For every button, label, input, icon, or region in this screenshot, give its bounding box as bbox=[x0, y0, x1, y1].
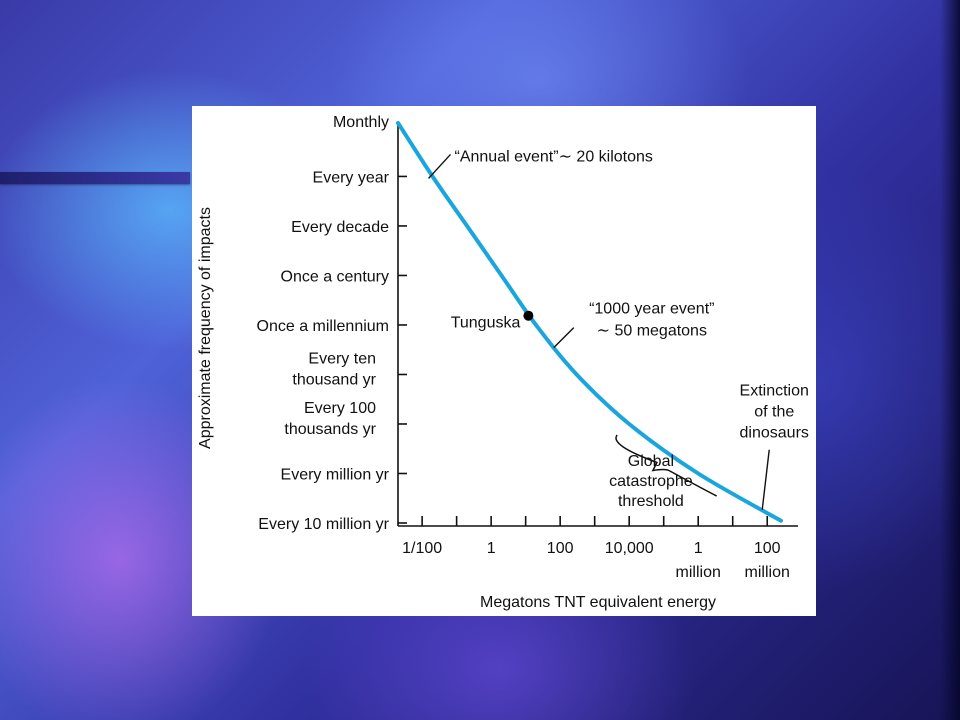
x-tick-label: 100 million bbox=[745, 540, 790, 581]
y-tick-label-line: Every 100 bbox=[304, 400, 376, 417]
y-tick-label: Every year bbox=[313, 169, 390, 186]
y-tick-label-line: Once a millennium bbox=[257, 318, 390, 335]
x-tick-label: 10,000 bbox=[605, 540, 654, 557]
y-tick-label-line: Every 10 million yr bbox=[258, 516, 389, 533]
series-layer bbox=[396, 121, 783, 523]
y-tick-label: Every decade bbox=[291, 219, 389, 236]
tunguska-label: Tunguska bbox=[451, 315, 521, 332]
y-axis-label: Approximate frequency of impacts bbox=[197, 207, 214, 449]
x-tick-label-line: million bbox=[676, 564, 721, 581]
chart-panel: Monthly Every year Every decade Once a cent… bbox=[192, 106, 816, 616]
threshold-label: Global catastrophe threshold bbox=[609, 453, 693, 510]
y-tick-label-line: Every million yr bbox=[281, 466, 390, 483]
x-tick-label-line: 10,000 bbox=[605, 540, 654, 557]
y-tick-label: Every million yr bbox=[281, 466, 390, 483]
tunguska-label-line: Tunguska bbox=[451, 315, 521, 332]
thousand-year-leader bbox=[553, 327, 575, 349]
y-tick-label-line: Monthly bbox=[333, 114, 389, 131]
y-tick-label-line: Once a century bbox=[281, 268, 390, 285]
x-tick-label-line: million bbox=[745, 564, 790, 581]
x-tick-label-line: 1 bbox=[487, 540, 496, 557]
y-tick-label-line: Every year bbox=[313, 169, 390, 186]
y-tick-label-line: Every ten bbox=[308, 350, 376, 367]
threshold-label-line: catastrophe bbox=[609, 473, 693, 490]
impact-frequency-chart: Monthly Every year Every decade Once a cent… bbox=[197, 114, 809, 611]
y-tick-label: Once a millennium bbox=[257, 318, 390, 335]
tunguska-marker bbox=[523, 310, 534, 321]
threshold-label-line: Global bbox=[628, 453, 674, 470]
extinction-label: Extinction of the dinosaurs bbox=[740, 383, 809, 442]
x-tick-label: 1/100 bbox=[402, 540, 442, 557]
thousand-year-label: “1000 year event” ∼ 50 megatons bbox=[589, 301, 714, 340]
threshold-brace bbox=[615, 434, 718, 497]
y-tick-label-line: Every decade bbox=[291, 219, 389, 236]
annotation-layer: “Annual event”∼ 20 kilotons Tunguska “1000… bbox=[427, 148, 809, 510]
annual-event-label-line: “Annual event”∼ 20 kilotons bbox=[455, 148, 653, 165]
x-tick-label-line: 1 bbox=[694, 540, 703, 557]
x-tick-label: 100 bbox=[547, 540, 574, 557]
y-tick-label: Monthly bbox=[333, 114, 389, 131]
extinction-label-line: Extinction bbox=[740, 383, 809, 400]
extinction-label-line: dinosaurs bbox=[740, 425, 809, 442]
impact-frequency-curve bbox=[396, 121, 783, 523]
annual-event-label: “Annual event”∼ 20 kilotons bbox=[455, 148, 653, 165]
x-tick-label-line: 100 bbox=[754, 540, 781, 557]
annual-event-leader bbox=[427, 153, 452, 179]
x-tick-label-line: 100 bbox=[547, 540, 574, 557]
extinction-leader bbox=[761, 449, 770, 510]
title-accent-bar bbox=[0, 172, 190, 184]
y-axis-ticks: Monthly Every year Every decade Once a cent… bbox=[257, 114, 407, 533]
y-tick-label: Every ten thousand yr bbox=[292, 350, 376, 388]
y-tick-label-line: thousands yr bbox=[284, 421, 376, 438]
threshold-label-line: threshold bbox=[618, 493, 684, 510]
x-tick-label: 1 bbox=[487, 540, 496, 557]
y-tick-label: Once a century bbox=[281, 268, 390, 285]
y-tick-label: Every 100 thousands yr bbox=[284, 400, 376, 438]
thousand-year-label-line: ∼ 50 megatons bbox=[597, 323, 707, 340]
x-tick-label: 1 million bbox=[676, 540, 721, 581]
thousand-year-label-line: “1000 year event” bbox=[589, 301, 714, 318]
right-edge-shade bbox=[940, 0, 960, 720]
y-tick-label: Every 10 million yr bbox=[258, 516, 389, 533]
extinction-label-line: of the bbox=[754, 404, 794, 421]
x-tick-label-line: 1/100 bbox=[402, 540, 442, 557]
y-tick-label-line: thousand yr bbox=[292, 371, 376, 388]
x-axis-label: Megatons TNT equivalent energy bbox=[480, 594, 716, 611]
x-axis-ticks: 1/100 1 100 10,000 1 million 100 million bbox=[402, 516, 790, 581]
